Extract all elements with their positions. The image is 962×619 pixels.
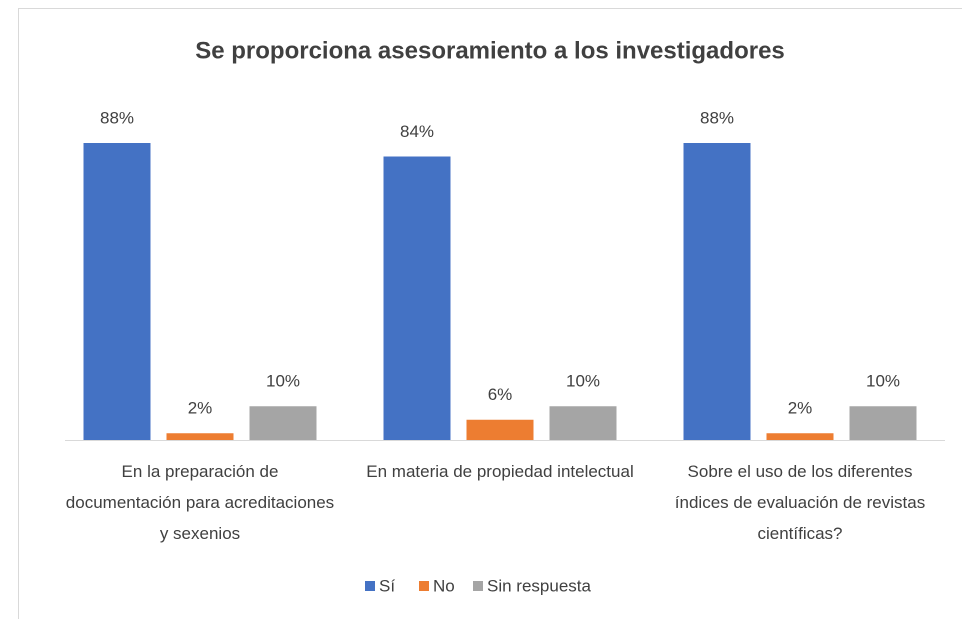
data-label: 10% bbox=[866, 372, 900, 391]
bar bbox=[383, 156, 451, 440]
bar bbox=[766, 433, 834, 440]
bar bbox=[83, 143, 151, 440]
data-label: 88% bbox=[100, 108, 134, 127]
data-label: 84% bbox=[400, 122, 434, 141]
data-label: 10% bbox=[566, 372, 600, 391]
legend-swatch bbox=[419, 581, 429, 591]
x-tick-label: En materia de propiedad intelectual bbox=[366, 462, 634, 481]
x-tick-label: Sobre el uso de los diferentes índices d… bbox=[674, 462, 926, 543]
bar bbox=[849, 406, 917, 440]
data-label: 88% bbox=[700, 108, 734, 127]
data-label: 2% bbox=[188, 399, 213, 418]
bar bbox=[683, 143, 751, 440]
data-label: 10% bbox=[266, 372, 300, 391]
legend-swatch bbox=[365, 581, 375, 591]
x-tick-label: En la preparación de documentación para … bbox=[65, 462, 335, 543]
bar bbox=[249, 406, 317, 440]
data-label: 2% bbox=[788, 399, 813, 418]
bar bbox=[466, 419, 534, 440]
legend-swatch bbox=[473, 581, 483, 591]
data-label: 6% bbox=[488, 385, 513, 404]
bar bbox=[549, 406, 617, 440]
chart-title: Se proporciona asesoramiento a los inves… bbox=[195, 37, 785, 64]
legend-label: No bbox=[433, 576, 455, 595]
bar bbox=[166, 433, 234, 440]
legend-label: Sí bbox=[379, 576, 395, 595]
chart-frame bbox=[18, 8, 962, 619]
legend-label: Sin respuesta bbox=[487, 576, 591, 595]
